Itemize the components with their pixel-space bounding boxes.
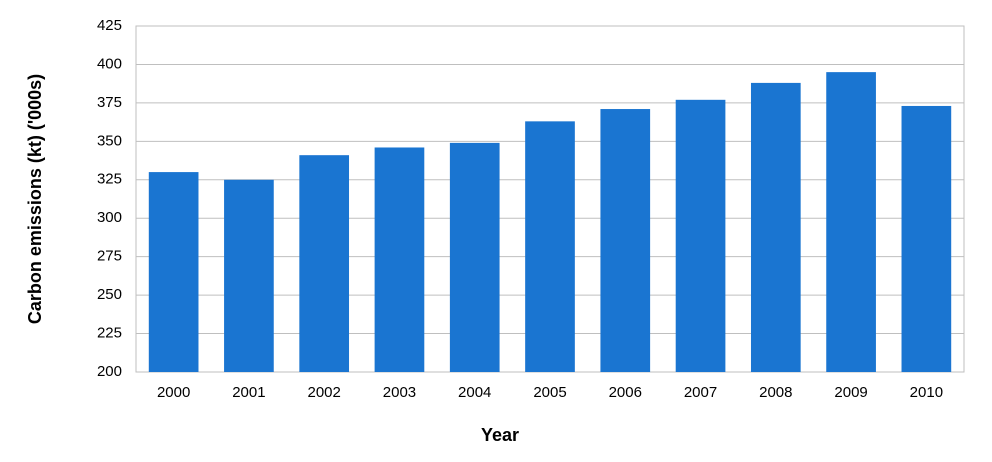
bar	[148, 172, 199, 372]
y-tick-label: 375	[97, 94, 122, 111]
bar	[675, 99, 726, 373]
x-tick-label: 2009	[834, 384, 867, 401]
y-tick-label: 225	[97, 325, 122, 342]
y-tick-label: 325	[97, 171, 122, 188]
y-tick-label: 425	[97, 17, 122, 34]
bar	[449, 142, 500, 372]
y-tick-label: 300	[97, 209, 122, 226]
x-tick-label: 2001	[232, 384, 265, 401]
bar	[826, 72, 876, 372]
y-tick-label: 200	[97, 363, 122, 380]
x-tick-label: 2000	[157, 384, 190, 401]
y-tick-label: 250	[97, 286, 122, 303]
x-tick-label: 2006	[609, 384, 642, 401]
y-tick-label: 400	[97, 55, 122, 72]
x-tick-label: 2003	[383, 384, 416, 401]
x-tick-label: 2002	[307, 384, 340, 401]
x-axis-title: Year	[481, 425, 519, 445]
bar	[374, 147, 425, 372]
bar	[224, 179, 274, 372]
y-tick-label: 350	[97, 132, 122, 149]
bar	[299, 155, 350, 372]
bar	[525, 121, 575, 372]
x-tick-label: 2005	[533, 384, 566, 401]
x-tick-label: 2010	[910, 384, 943, 401]
x-tick-label: 2008	[759, 384, 792, 401]
x-tick-label: 2007	[684, 384, 717, 401]
y-tick-label: 275	[97, 248, 122, 265]
x-tick-label: 2004	[458, 384, 491, 401]
bar	[750, 82, 801, 373]
y-axis-title: Carbon emissions (kt) ('000s)	[25, 74, 45, 324]
bar	[901, 105, 952, 372]
bar	[600, 109, 651, 372]
